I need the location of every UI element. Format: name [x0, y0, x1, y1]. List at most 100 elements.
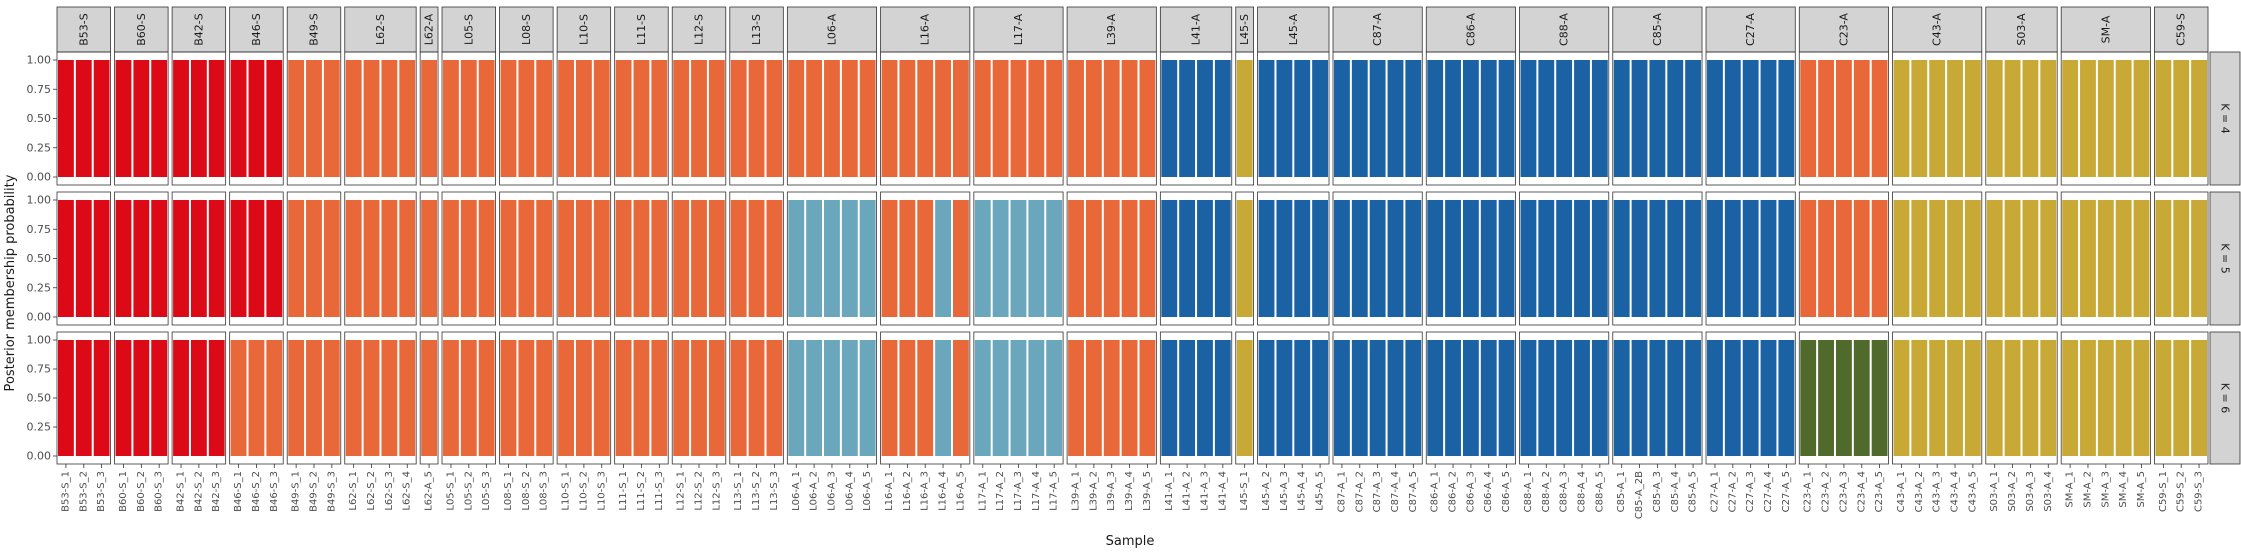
bar-B53-S_2 [75, 200, 92, 317]
facet-strip-C43-A [1892, 6, 1983, 53]
x-tick-label: C86-A_5 [1501, 471, 1512, 512]
x-tick-label: S03-A_2 [2007, 471, 2018, 512]
bar-L45-A_5 [1312, 200, 1329, 317]
facet-strip-L41-A [1159, 6, 1233, 53]
bar-C43-A_4 [1947, 60, 1963, 177]
bar-C23-A_1 [1800, 60, 1817, 177]
bar-L16-A_5 [952, 200, 969, 317]
bar-B53-S_3 [93, 60, 110, 177]
bar-L16-A_3 [917, 60, 934, 177]
bar-C87-A_4 [1387, 340, 1404, 456]
bar-SM-A_5 [2133, 60, 2150, 177]
facet-strip-label: C85-A [1651, 13, 1664, 46]
bar-L45-A_3 [1276, 200, 1293, 317]
panel-border [1798, 191, 1889, 326]
facet-strip-label: S03-A [2015, 13, 2028, 46]
bar-SM-A_1 [2062, 340, 2079, 456]
bar-L05-S_2 [460, 200, 477, 317]
bar-B42-S_2 [190, 340, 207, 456]
bar-L05-S_1 [443, 200, 459, 317]
facet-strip-C59-S [2154, 6, 2209, 53]
bar-C86-A_5 [1498, 60, 1515, 177]
bar-L13-S_1 [730, 200, 747, 317]
bar-L10-S_2 [575, 340, 592, 456]
facet-strip-label: L62-A [423, 13, 436, 45]
bar-C88-A_4 [1574, 200, 1590, 317]
bar-L41-A_4 [1214, 340, 1231, 456]
bar-B49-S_3 [323, 200, 340, 317]
bar-SM-A_1 [2062, 60, 2079, 177]
x-tick-label: SM-A_3 [2100, 471, 2111, 508]
bar-C59-S_1 [2155, 340, 2172, 456]
bar-C85-A_5 [1685, 60, 1702, 177]
bar-C85-A_1 [1613, 200, 1630, 317]
bar-C86-A_4 [1480, 340, 1497, 456]
panel-border [441, 191, 496, 326]
bar-S03-A_3 [2022, 200, 2039, 317]
bar-C59-S_1 [2155, 200, 2172, 317]
bar-B42-S_1 [173, 60, 189, 177]
bar-B60-S_2 [133, 200, 150, 317]
bar-L41-A_2 [1179, 200, 1196, 317]
bar-L12-S_1 [673, 340, 690, 456]
bar-L13-S_3 [766, 340, 783, 456]
panel-border [1159, 51, 1233, 186]
bar-C23-A_2 [1818, 200, 1834, 317]
bar-L05-S_3 [478, 200, 495, 317]
bar-L45-A_2 [1258, 200, 1275, 317]
bar-C43-A_5 [1964, 60, 1981, 177]
bar-C43-A_1 [1893, 200, 1910, 317]
y-tick-label: 0.25 [27, 281, 52, 294]
facet-strip-label: L39-A [1105, 13, 1118, 45]
bar-C88-A_5 [1591, 340, 1608, 456]
x-tick-label: B42-S_1 [176, 471, 187, 512]
x-tick-label: B42-S_3 [211, 471, 222, 512]
bar-C85-A_4 [1667, 340, 1684, 456]
bar-L62-S_4 [399, 60, 416, 177]
bar-L13-S_1 [730, 340, 747, 456]
bar-SM-A_3 [2097, 200, 2114, 317]
x-tick-label: L45-A_4 [1297, 471, 1308, 511]
y-tick-label: 0.50 [27, 392, 52, 405]
bar-C88-A_1 [1520, 340, 1537, 456]
panel-border [1425, 191, 1516, 326]
bar-C88-A_4 [1574, 60, 1590, 177]
bar-C43-A_5 [1964, 340, 1981, 456]
bar-C87-A_2 [1351, 60, 1368, 177]
panel-border [2060, 51, 2151, 186]
bar-C86-A_2 [1445, 60, 1461, 177]
bar-L06-A_2 [806, 340, 823, 456]
x-tick-label: B53-S_1 [60, 471, 71, 512]
bar-L62-S_2 [363, 340, 380, 456]
bar-C23-A_4 [1853, 340, 1870, 456]
facet-strip-L06-A [786, 6, 877, 53]
x-tick-label: L45-A_2 [1261, 471, 1272, 511]
panel-border [1235, 51, 1255, 186]
bar-C59-S_2 [2173, 60, 2190, 177]
bar-C86-A_5 [1498, 200, 1515, 317]
panel-border [56, 51, 111, 186]
bar-C23-A_3 [1835, 60, 1852, 177]
bar-S03-A_1 [1986, 200, 2003, 317]
x-tick-label: B49-S_3 [326, 471, 337, 512]
y-tick-label: 0.00 [27, 171, 52, 184]
x-tick-label: C23-A_1 [1803, 471, 1814, 512]
x-tick-label: C23-A_5 [1874, 471, 1885, 512]
bar-L62-S_4 [399, 340, 416, 456]
facet-strip-label: L13-S [750, 14, 763, 45]
x-tick-label: SM-A_4 [2118, 471, 2129, 508]
bar-SM-A_5 [2133, 340, 2150, 456]
x-tick-label: L17-A_3 [1013, 471, 1024, 511]
bar-C27-A_5 [1778, 200, 1795, 317]
bar-L41-A_3 [1197, 60, 1213, 177]
bar-L17-A_2 [992, 200, 1009, 317]
bar-C88-A_3 [1556, 340, 1573, 456]
facet-strip-label: L10-S [577, 14, 590, 45]
facet-grid: B53-S B60-S B42-S B46-S B49-S L62-S L62-A L05-S… [27, 6, 2241, 519]
bar-L62-S_1 [345, 340, 362, 456]
bar-L17-A_1 [974, 340, 991, 456]
facet-strip-label: B60-S [135, 13, 148, 46]
facet-strip-L11-S [614, 6, 669, 53]
bar-C87-A_1 [1334, 60, 1350, 177]
facet-strip-label: C86-A [1464, 13, 1477, 46]
